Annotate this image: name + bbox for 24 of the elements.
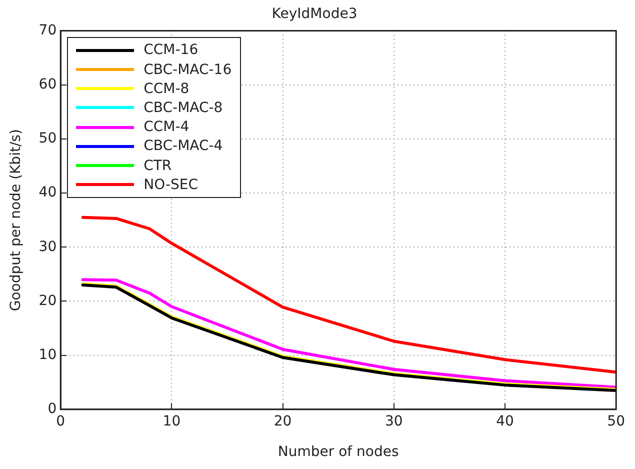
chart-title: KeyIdMode3 [272,6,358,22]
y-axis-title: Goodput per node (Kbit/s) [8,129,24,312]
x-axis-title: Number of nodes [278,444,399,460]
legend-label: CCM-8 [144,80,190,97]
x-tick-label: 30 [384,413,403,430]
legend-label: CBC-MAC-16 [144,62,232,78]
y-tick-label: 0 [48,401,57,418]
y-tick-label: 20 [38,292,57,309]
legend-label: NO-SEC [144,176,198,193]
y-tick-label: 10 [38,346,57,363]
legend-label: CBC-MAC-8 [144,100,223,116]
x-tick-label: 10 [162,413,181,430]
y-tick-label: 60 [38,76,57,93]
y-tick-label: 30 [38,238,57,255]
legend-label: CBC-MAC-4 [144,138,223,154]
legend-label: CTR [144,158,172,174]
y-tick-label: 40 [38,184,57,201]
legend-label: CCM-4 [144,119,190,136]
x-tick-label: 40 [496,413,514,430]
y-tick-label: 70 [38,22,57,38]
y-tick-label: 50 [38,130,57,147]
x-tick-label: 50 [607,413,626,430]
x-tick-label: 20 [274,413,292,430]
legend-label: CCM-16 [144,42,198,58]
